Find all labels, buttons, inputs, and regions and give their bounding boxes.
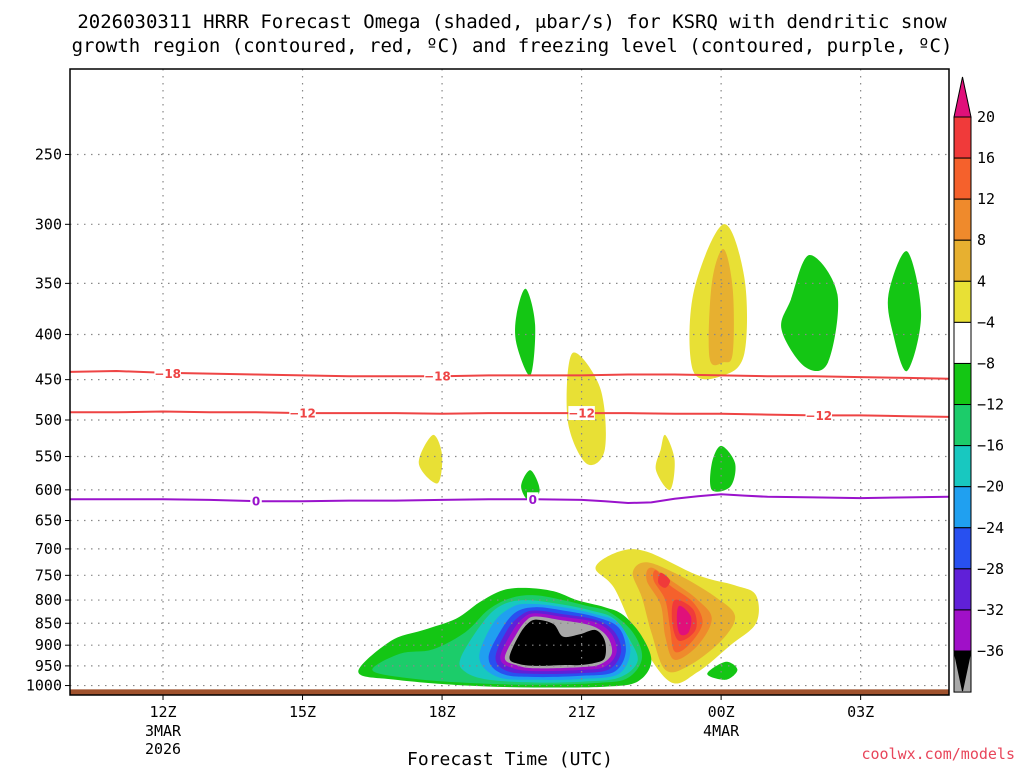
- omega-region-green-cell-0000-low: [707, 661, 738, 680]
- dendritic-contour-1-label-bg-2: [805, 408, 833, 423]
- dendritic-contour-1-label-2: −12: [805, 409, 832, 423]
- y-tick-label-650: 650: [35, 512, 62, 530]
- freezing-level-contour-label-1: 0: [529, 493, 537, 507]
- freezing-level-contour-label-0: 0: [252, 495, 260, 509]
- y-axis-ticks: 250 300 350 400 450 500 550 600 650 700 750 800 850 9…: [26, 145, 70, 695]
- colorbar-swatch-11: [953, 568, 972, 611]
- freezing-level-contour: [70, 493, 950, 505]
- x-tick-sublabel-12Z: 3MAR: [145, 722, 182, 740]
- colorbar-swatch-4: [953, 280, 972, 323]
- colorbar-label-8: −16: [977, 437, 1004, 455]
- x-tick-sublabel-00Z: 4MAR: [703, 722, 740, 740]
- chart-title-line-2: growth region (contoured, red, ºC) and f…: [72, 35, 953, 57]
- colorbar-top-arrow: [953, 76, 972, 118]
- omega-region-green-cell-1930: [515, 288, 536, 376]
- plot-area: −18 −18 −12 −12 −12 0 0: [69, 68, 950, 696]
- omega-region-black-core-left: [509, 619, 606, 666]
- x-tick-sublabel2-12Z: 2026: [145, 740, 181, 758]
- colorbar-label-1: 16: [977, 149, 995, 167]
- colorbar-swatch-12: [953, 609, 972, 652]
- colorbar-label-4: 4: [977, 272, 986, 290]
- dendritic-contour-1-label-bg-1: [568, 406, 595, 421]
- colorbar-swatch-8: [953, 445, 972, 488]
- colorbar-label-6: −8: [977, 354, 995, 372]
- ground-bar: [70, 689, 949, 695]
- x-tick-label-18Z: 18Z: [429, 703, 456, 721]
- freezing-level-contour-label-bg-0: [250, 494, 262, 509]
- omega-region-green-cell-0330: [887, 251, 922, 372]
- y-tick-label-350: 350: [35, 274, 62, 292]
- colorbar-label-2: 12: [977, 190, 995, 208]
- omega-region-yellow-cell-2330: [655, 434, 675, 491]
- temperature-contours: −18 −18 −12 −12 −12 0 0: [69, 366, 950, 509]
- colorbar-label-3: 8: [977, 231, 986, 249]
- dendritic-contour-1-label-bg-0: [289, 406, 316, 421]
- ground-surface: [70, 689, 949, 695]
- freezing-level-contour-label-bg-1: [527, 492, 539, 507]
- y-tick-label-1000: 1000: [26, 677, 62, 695]
- plot-frame: [69, 68, 950, 696]
- colorbar-swatch-0: [953, 116, 972, 159]
- y-tick-label-300: 300: [35, 215, 62, 233]
- omega-region-green-cell-0130: [781, 254, 839, 372]
- x-tick-label-12Z: 12Z: [149, 703, 176, 721]
- omega-region-magenta-core-2320: [676, 605, 692, 636]
- y-tick-label-250: 250: [35, 145, 62, 163]
- colorbar-swatch-2: [953, 198, 972, 241]
- omega-shaded-regions: [358, 224, 922, 688]
- dendritic-contour-1-label-1: −12: [568, 407, 595, 421]
- colorbar-swatch-1: [953, 157, 972, 200]
- colorbar-label-13: −36: [977, 642, 1004, 660]
- y-tick-label-800: 800: [35, 591, 62, 609]
- colorbar-swatch-5: [953, 321, 972, 364]
- colorbar-legend: 20 16 12 8 4 −4 −8 −12 −16 −20 −24 −28 −32 −36: [953, 76, 1004, 693]
- omega-region-red-core-2245: [658, 572, 671, 588]
- chart-title-line-1: 2026030311 HRRR Forecast Omega (shaded, …: [77, 11, 947, 33]
- y-tick-label-750: 750: [35, 566, 62, 584]
- y-tick-label-900: 900: [35, 636, 62, 654]
- colorbar-label-10: −24: [977, 519, 1004, 537]
- x-tick-label-03Z: 03Z: [847, 703, 874, 721]
- colorbar-swatch-10: [953, 527, 972, 570]
- x-axis-label: Forecast Time (UTC): [407, 749, 613, 768]
- omega-region-yellow-cell-1750: [418, 434, 443, 484]
- dendritic-contour-0: [69, 369, 950, 380]
- y-tick-label-700: 700: [35, 540, 62, 558]
- colorbar-label-5: −4: [977, 313, 995, 331]
- x-tick-label-00Z: 00Z: [708, 703, 735, 721]
- dendritic-contour-0-label-0: −18: [154, 367, 181, 381]
- colorbar-swatch-7: [953, 404, 972, 447]
- omega-region-green-cell-2350: [710, 445, 736, 492]
- colorbar-swatch-3: [953, 239, 972, 282]
- x-tick-label-21Z: 21Z: [568, 703, 595, 721]
- x-tick-label-15Z: 15Z: [289, 703, 316, 721]
- credit-link[interactable]: coolwx.com/models: [861, 745, 1015, 763]
- y-tick-label-450: 450: [35, 371, 62, 389]
- colorbar-swatch-9: [953, 486, 972, 529]
- colorbar-label-12: −32: [977, 601, 1004, 619]
- colorbar-bottom-arrow: [953, 650, 972, 692]
- dendritic-contour-1-label-0: −12: [289, 407, 316, 421]
- dendritic-contour-0-label-bg-0: [154, 366, 181, 381]
- colorbar-label-11: −28: [977, 560, 1004, 578]
- dendritic-contour-0-label-1: −18: [424, 370, 451, 384]
- colorbar-swatch-6: [953, 362, 972, 406]
- dendritic-contour-0-label-bg-1: [424, 369, 451, 384]
- y-tick-label-500: 500: [35, 411, 62, 429]
- colorbar-label-0: 20: [977, 108, 995, 126]
- y-tick-label-550: 550: [35, 448, 62, 466]
- colorbar-label-9: −20: [977, 478, 1004, 496]
- y-tick-label-600: 600: [35, 481, 62, 499]
- colorbar-label-7: −12: [977, 396, 1004, 414]
- y-tick-label-950: 950: [35, 657, 62, 675]
- y-tick-label-850: 850: [35, 614, 62, 632]
- y-tick-label-400: 400: [35, 326, 62, 344]
